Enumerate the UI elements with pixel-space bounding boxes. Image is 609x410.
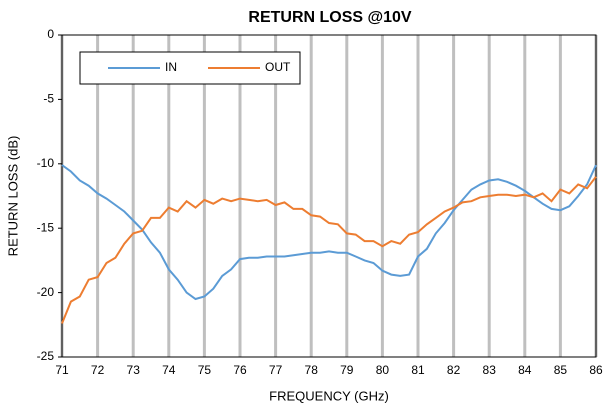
x-tick-label: 86 xyxy=(589,363,603,377)
x-tick-label: 79 xyxy=(340,363,354,377)
line-series xyxy=(61,164,597,301)
x-tick-label: 73 xyxy=(127,363,141,377)
y-tick-label: 0 xyxy=(47,27,54,41)
chart-title: RETURN LOSS @10V xyxy=(248,9,412,26)
plot-border xyxy=(61,34,597,358)
y-tick-label: -5 xyxy=(43,92,54,106)
x-tick-label: 77 xyxy=(269,363,283,377)
x-tick-label: 81 xyxy=(411,363,425,377)
y-tick-label: -15 xyxy=(37,220,55,234)
y-axis-title: RETURN LOSS (dB) xyxy=(5,136,20,257)
x-tick-label: 85 xyxy=(554,363,568,377)
x-tick-label: 80 xyxy=(376,363,390,377)
x-tick-label: 71 xyxy=(55,363,69,377)
y-tick-label: -10 xyxy=(37,156,55,170)
x-tick-label: 78 xyxy=(305,363,319,377)
legend-label: OUT xyxy=(265,60,291,74)
x-tick-label: 75 xyxy=(198,363,212,377)
line-series xyxy=(61,176,597,324)
x-tick-label: 83 xyxy=(483,363,497,377)
x-tick-label: 72 xyxy=(91,363,105,377)
legend-label: IN xyxy=(165,60,177,74)
x-tick-label: 74 xyxy=(162,363,176,377)
y-tick-label: -20 xyxy=(37,285,55,299)
y-tick-label: -25 xyxy=(37,349,55,363)
x-tick-label: 84 xyxy=(518,363,532,377)
x-tick-label: 76 xyxy=(233,363,247,377)
x-tick-label: 82 xyxy=(447,363,461,377)
x-axis-title: FREQUENCY (GHz) xyxy=(269,388,389,403)
